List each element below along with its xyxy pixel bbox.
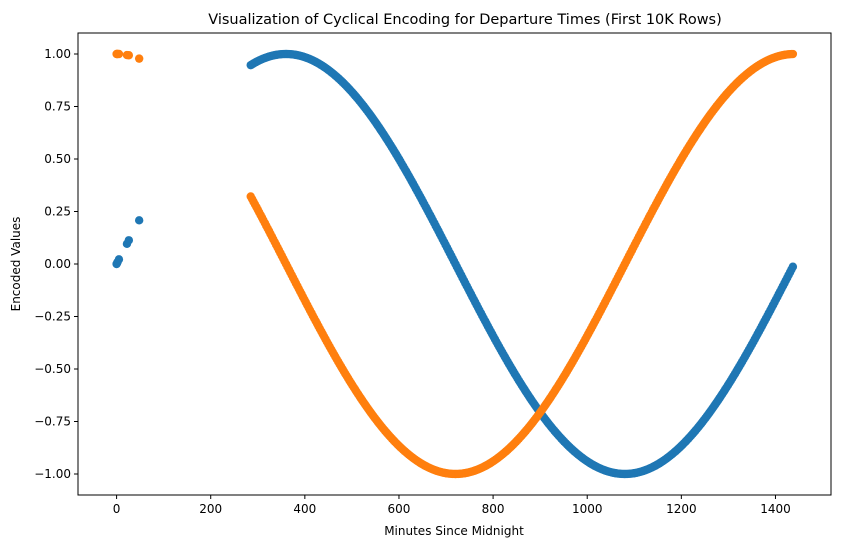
x-tick-label: 400 xyxy=(293,502,316,516)
x-tick-label: 1000 xyxy=(572,502,603,516)
x-tick-label: 800 xyxy=(482,502,505,516)
y-tick-label: 1.00 xyxy=(44,47,71,61)
orange-data-point xyxy=(788,49,798,59)
y-axis-ticks: 1.00 0.75 0.50 0.25 0.00 −0.25 −0.50 −0.75 −1.00 xyxy=(34,47,78,481)
y-tick-label: −0.25 xyxy=(34,310,71,324)
blue-data-point xyxy=(134,216,144,225)
y-tick-label: 0.00 xyxy=(44,257,71,271)
x-tick-label: 200 xyxy=(199,502,222,516)
y-tick-label: 0.25 xyxy=(44,205,71,219)
chart-title: Visualization of Cyclical Encoding for D… xyxy=(208,12,722,28)
blue-data-point xyxy=(114,255,124,264)
y-tick-label: 0.75 xyxy=(44,100,71,114)
blue-data-point xyxy=(788,262,798,271)
y-tick-label: 0.50 xyxy=(44,152,71,166)
y-tick-label: −0.50 xyxy=(34,362,71,376)
blue-data-point xyxy=(124,236,134,245)
data-points xyxy=(112,49,798,479)
x-tick-label: 1200 xyxy=(666,502,697,516)
orange-data-point xyxy=(124,51,134,60)
orange-data-point xyxy=(114,49,124,59)
x-axis-label: Minutes Since Midnight xyxy=(384,524,524,538)
x-axis-ticks: 0 200 400 600 800 1000 1200 1400 xyxy=(113,495,791,516)
y-axis-label: Encoded Values xyxy=(9,217,23,312)
x-tick-label: 1400 xyxy=(760,502,791,516)
x-tick-label: 0 xyxy=(113,502,121,516)
orange-data-point xyxy=(134,54,144,63)
x-tick-label: 600 xyxy=(388,502,411,516)
y-tick-label: −1.00 xyxy=(34,467,71,481)
y-tick-label: −0.75 xyxy=(34,415,71,429)
